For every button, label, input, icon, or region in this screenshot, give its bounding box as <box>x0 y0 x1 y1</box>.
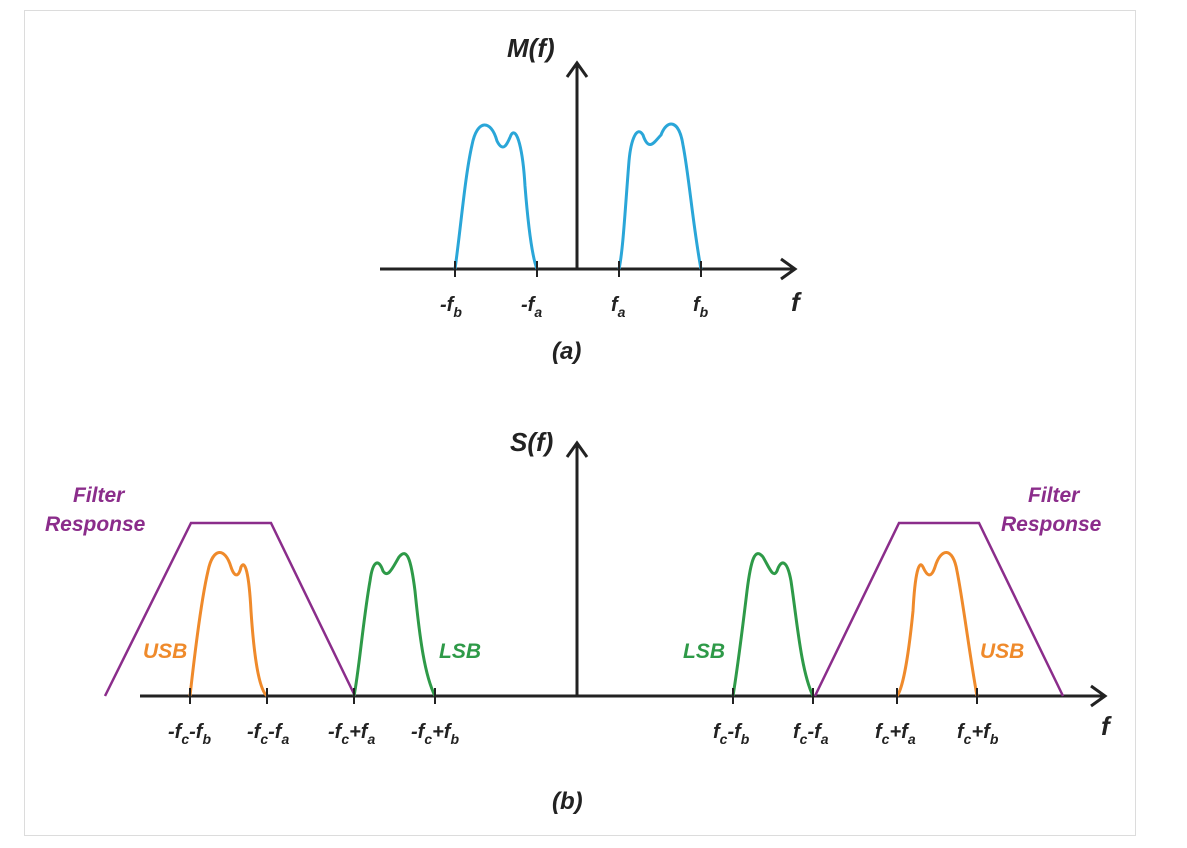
plot-a-y-label: M(f) <box>507 33 555 63</box>
plot-a-x-arrow <box>780 257 798 281</box>
tick-label-fc-minus-fb: fc-fb <box>713 721 750 747</box>
tick-label-fc-plus-fb: fc+fb <box>957 721 999 747</box>
plot-b-y-arrow <box>565 440 589 458</box>
caption-b: (b) <box>552 788 583 815</box>
spectrum-figure: M(f) f -fb -fa fa fb (a) S(f) f Filter R… <box>45 33 1112 815</box>
usb-label-left: USB <box>143 640 187 663</box>
plot-b: S(f) f Filter Response Filter Response U… <box>45 427 1112 815</box>
lsb-spectrum-right <box>731 552 815 697</box>
caption-a: (a) <box>552 338 581 365</box>
filter-response-left <box>103 521 357 697</box>
tick-label-fc-plus-fa: fc+fa <box>875 721 916 747</box>
filter-response-right <box>813 521 1065 697</box>
tick-label-neg-fb: -fb <box>440 294 462 320</box>
tick-label-neg-fc-minus-fb: -fc-fb <box>168 721 211 747</box>
usb-label-right: USB <box>980 640 1024 663</box>
plot-b-x-arrow <box>1090 684 1108 708</box>
figure-frame: M(f) f -fb -fa fa fb (a) S(f) f Filter R… <box>24 10 1136 836</box>
tick-label-neg-fa: -fa <box>521 294 542 320</box>
tick-label-neg-fc-minus-fa: -fc-fa <box>247 721 289 747</box>
lsb-spectrum-left <box>352 552 437 697</box>
plot-a: M(f) f -fb -fa fa fb (a) <box>380 33 802 365</box>
tick-label-neg-fc-plus-fa: -fc+fa <box>328 721 375 747</box>
tick-label-fb: fb <box>693 294 709 320</box>
plot-a-x-label: f <box>791 287 802 317</box>
tick-label-fa: fa <box>611 294 626 320</box>
lsb-label-left: LSB <box>439 640 481 663</box>
plot-b-y-label: S(f) <box>510 427 553 457</box>
filter-label-right: Filter Response <box>1001 484 1102 536</box>
message-spectrum-negative <box>453 123 539 270</box>
message-spectrum-positive <box>617 122 703 270</box>
tick-label-fc-minus-fa: fc-fa <box>793 721 829 747</box>
lsb-label-right: LSB <box>683 640 725 663</box>
usb-spectrum-left <box>188 551 269 698</box>
filter-label-left: Filter Response <box>45 484 146 536</box>
usb-spectrum-right <box>895 551 979 697</box>
tick-label-neg-fc-plus-fb: -fc+fb <box>411 721 459 747</box>
plot-b-x-label: f <box>1101 711 1112 741</box>
plot-a-y-arrow <box>565 60 589 78</box>
